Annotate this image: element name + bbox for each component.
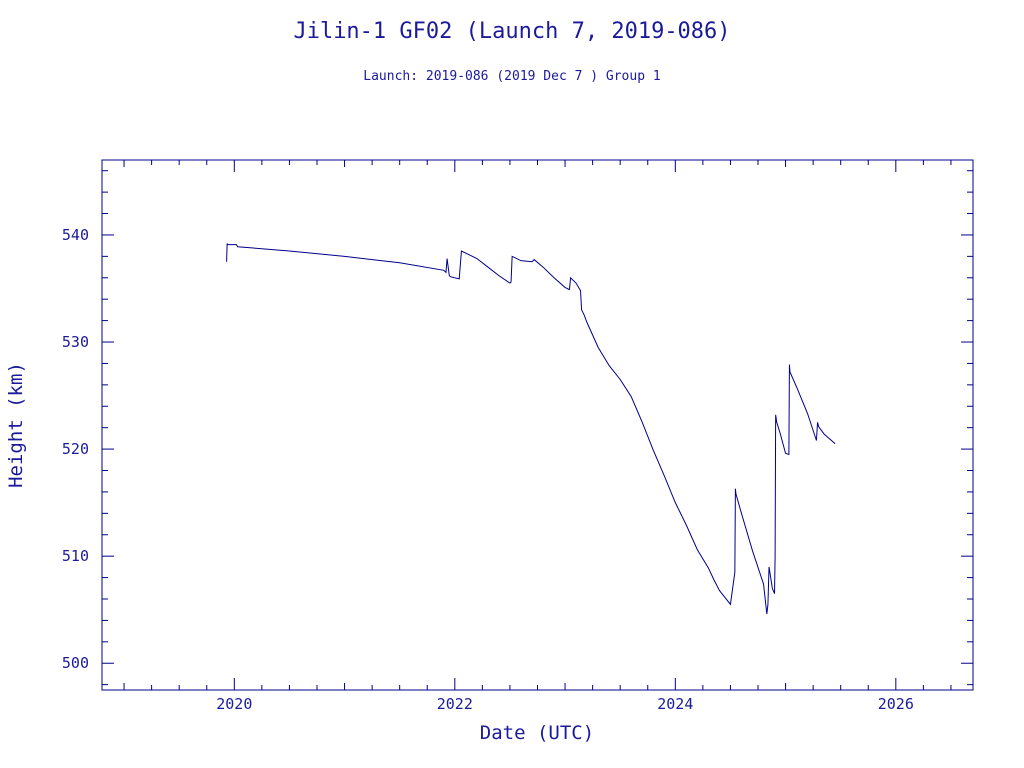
x-tick-label: 2026 <box>878 695 914 713</box>
chart-title: Jilin-1 GF02 (Launch 7, 2019-086) <box>293 19 730 44</box>
y-tick-label: 510 <box>62 547 89 565</box>
y-tick-label: 540 <box>62 226 89 244</box>
y-tick-label: 530 <box>62 333 89 351</box>
x-tick-label: 2022 <box>437 695 473 713</box>
y-axis-label: Height (km) <box>5 362 27 488</box>
x-axis-label: Date (UTC) <box>480 722 594 744</box>
axis-ticks <box>102 160 973 690</box>
y-tick-label: 520 <box>62 440 89 458</box>
x-tick-label: 2024 <box>657 695 693 713</box>
tick-labels: 2020 2022 2024 2026 500 510 520 530 540 <box>62 226 914 713</box>
plot-frame <box>101 159 974 691</box>
chart-subtitle: Launch: 2019-086 (2019 Dec 7 ) Group 1 <box>363 69 660 84</box>
height-series-line <box>226 243 836 615</box>
y-tick-label: 500 <box>62 654 89 672</box>
x-tick-label: 2020 <box>216 695 252 713</box>
